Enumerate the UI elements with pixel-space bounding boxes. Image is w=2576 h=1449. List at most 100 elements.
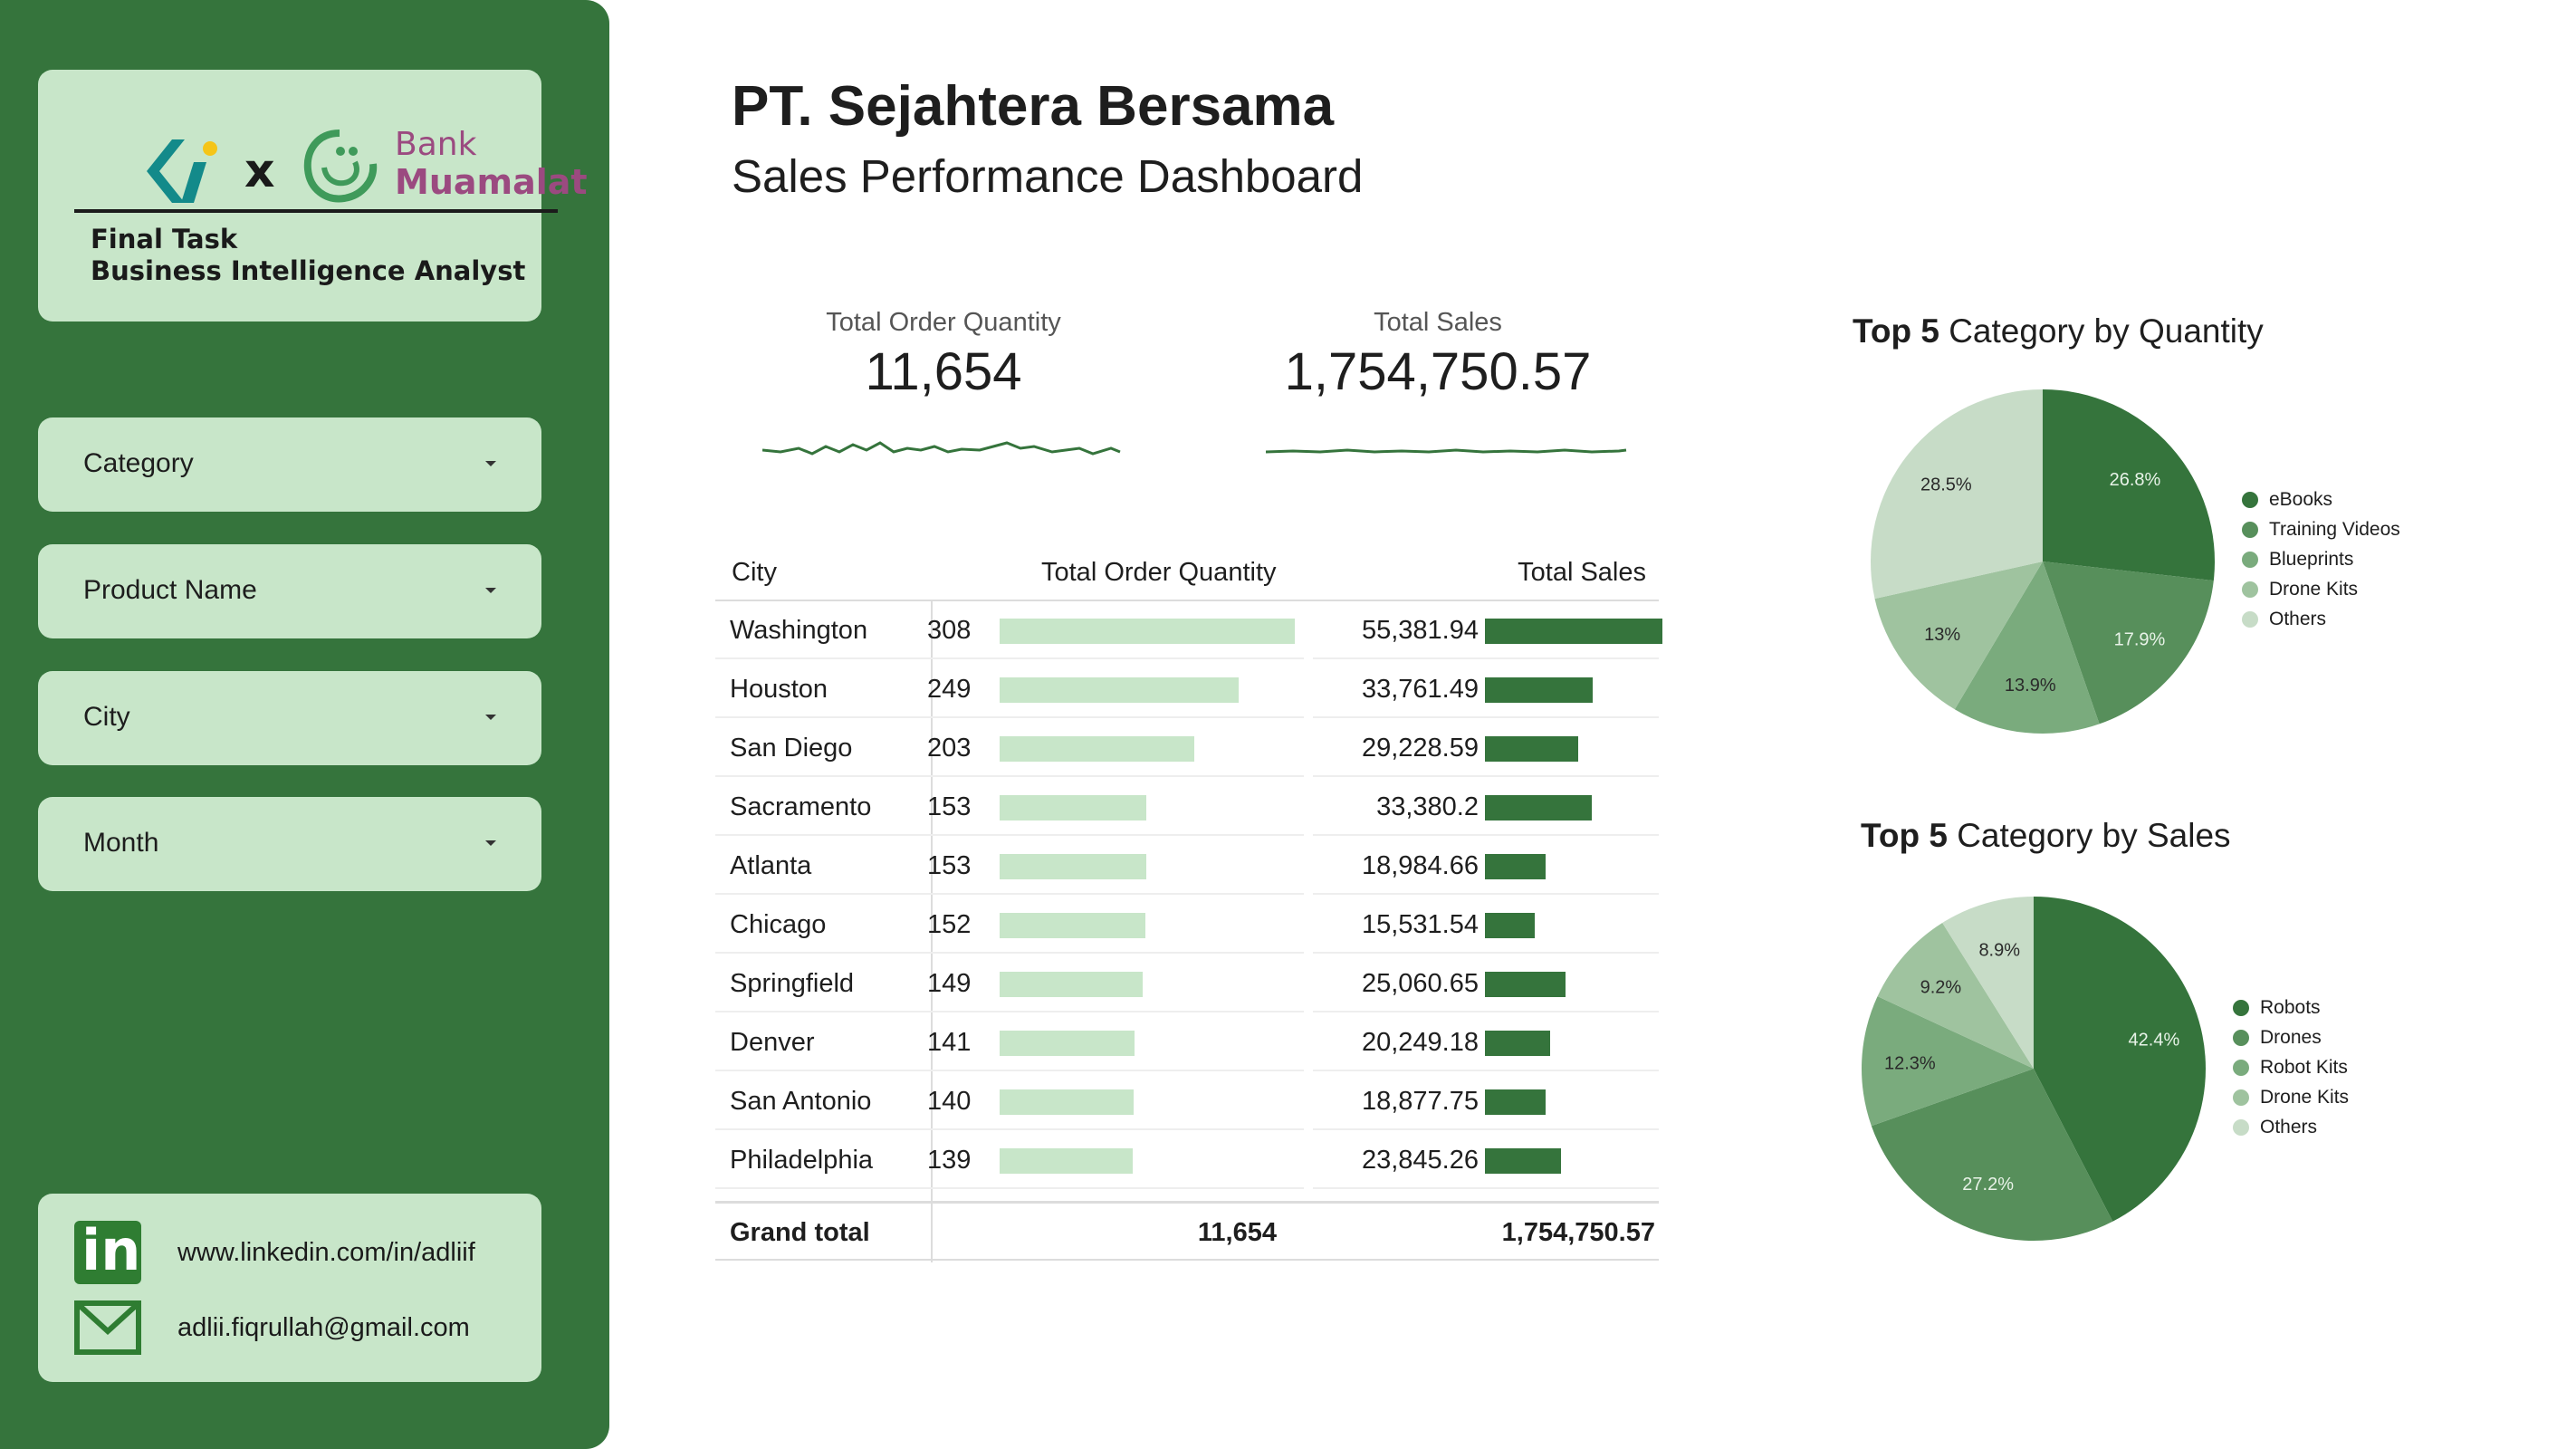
cell-city: San Diego bbox=[730, 734, 853, 763]
legend-dot bbox=[2242, 491, 2258, 508]
cell-sales: 18,984.66 bbox=[1361, 851, 1479, 880]
pie-slice-blueprints[interactable] bbox=[1954, 561, 2100, 734]
qty-bar bbox=[1000, 677, 1239, 703]
legend-dot bbox=[2242, 521, 2258, 538]
x-mark: x bbox=[244, 144, 275, 198]
month-filter[interactable]: Month bbox=[38, 797, 541, 891]
table-row[interactable]: Sacramento 153 33,380.2 bbox=[715, 778, 1659, 836]
linkedin-url[interactable]: www.linkedin.com/in/adliif bbox=[177, 1237, 475, 1267]
cell-qty: 139 bbox=[927, 1146, 972, 1175]
page-title: PT. Sejahtera Bersama bbox=[732, 75, 1335, 138]
pie-quantity-title: Top 5 Category by Quantity bbox=[1853, 312, 2264, 350]
legend-dot bbox=[2233, 1059, 2249, 1076]
product-name-filter[interactable]: Product Name bbox=[38, 544, 541, 638]
row-divider bbox=[1313, 1011, 1659, 1012]
table-row[interactable]: Chicago 152 15,531.54 bbox=[715, 896, 1659, 954]
cell-qty: 149 bbox=[927, 969, 972, 998]
pie-slice-training-videos[interactable] bbox=[2043, 561, 2214, 724]
row-divider bbox=[715, 1187, 1304, 1189]
pie-slice-label: 12.3% bbox=[1884, 1054, 1936, 1074]
table-row[interactable]: San Diego 203 29,228.59 bbox=[715, 719, 1659, 777]
cell-sales: 18,877.75 bbox=[1361, 1087, 1479, 1116]
pie-slice-others[interactable] bbox=[1942, 897, 2034, 1069]
cell-qty: 140 bbox=[927, 1087, 972, 1116]
pie-slice-robot-kits[interactable] bbox=[1862, 996, 2034, 1127]
sales-bar bbox=[1485, 795, 1593, 820]
sales-bar bbox=[1485, 972, 1566, 997]
legend-item[interactable]: Drone Kits bbox=[2242, 574, 2400, 604]
table-row[interactable]: Philadelphia 139 23,845.26 bbox=[715, 1131, 1659, 1189]
cell-city: Washington bbox=[730, 616, 868, 645]
pie-slice-drones[interactable] bbox=[1871, 1069, 2113, 1241]
cell-qty: 153 bbox=[927, 792, 972, 821]
legend-dot bbox=[2242, 581, 2258, 598]
legend-item[interactable]: Drone Kits bbox=[2233, 1082, 2349, 1112]
kpi-label: Total Order Quantity bbox=[826, 308, 1061, 337]
pie-slice-others[interactable] bbox=[1871, 389, 2043, 600]
linkedin-link[interactable]: in www.linkedin.com/in/adliif bbox=[74, 1217, 475, 1284]
cell-qty: 152 bbox=[927, 910, 972, 939]
city-filter[interactable]: City bbox=[38, 671, 541, 765]
legend-dot bbox=[2242, 551, 2258, 568]
email-address[interactable]: adlii.fiqrullah@gmail.com bbox=[177, 1312, 470, 1342]
qty-bar bbox=[1000, 913, 1145, 938]
row-divider bbox=[715, 1128, 1304, 1130]
table-row[interactable]: San Antonio 140 18,877.75 bbox=[715, 1072, 1659, 1130]
column-header-sales[interactable]: Total Sales bbox=[1518, 558, 1646, 587]
legend-label: Drones bbox=[2260, 1026, 2322, 1048]
pie-slice-label: 28.5% bbox=[1920, 475, 1972, 494]
category-filter-label: Category bbox=[83, 448, 194, 478]
divider bbox=[74, 209, 558, 213]
bank-muamalat-icon bbox=[303, 130, 378, 203]
sales-bar bbox=[1485, 854, 1547, 879]
legend-label: Others bbox=[2269, 608, 2327, 629]
legend-item[interactable]: Others bbox=[2242, 604, 2400, 634]
product-name-filter-label: Product Name bbox=[83, 575, 257, 605]
pie-slice-robots[interactable] bbox=[2034, 897, 2206, 1222]
column-divider bbox=[931, 1201, 933, 1259]
sales-bar bbox=[1485, 619, 1662, 644]
row-divider bbox=[715, 1070, 1304, 1071]
row-divider bbox=[1313, 716, 1659, 718]
logo-row: x Bank Muamalat bbox=[92, 108, 588, 203]
cell-city: Springfield bbox=[730, 969, 855, 998]
table-row[interactable]: Springfield 149 25,060.65 bbox=[715, 955, 1659, 1012]
cell-sales: 33,380.2 bbox=[1376, 792, 1479, 821]
pie-quantity-legend: eBooks Training Videos Blueprints Drone Kit… bbox=[2242, 485, 2400, 634]
cell-qty: 249 bbox=[927, 675, 972, 704]
pie-slice-label: 27.2% bbox=[1962, 1175, 2014, 1195]
legend-item[interactable]: Drones bbox=[2233, 1022, 2349, 1052]
category-filter[interactable]: Category bbox=[38, 417, 541, 512]
column-header-city[interactable]: City bbox=[732, 558, 777, 587]
page-subtitle: Sales Performance Dashboard bbox=[732, 150, 1364, 202]
pie-slice-ebooks[interactable] bbox=[2043, 389, 2215, 581]
legend-label: Robots bbox=[2260, 996, 2321, 1018]
table-row[interactable]: Washington 308 55,381.94 bbox=[715, 601, 1662, 659]
table-row[interactable]: Atlanta 153 18,984.66 bbox=[715, 837, 1659, 895]
pie-sales-legend: Robots Drones Robot Kits Drone Kits Others bbox=[2233, 993, 2349, 1142]
muamalat-word: Muamalat bbox=[395, 162, 588, 202]
legend-item[interactable]: Training Videos bbox=[2242, 514, 2400, 544]
table-row[interactable]: Denver 141 20,249.18 bbox=[715, 1013, 1659, 1071]
legend-item[interactable]: Robot Kits bbox=[2233, 1052, 2349, 1082]
pie-slice-drone-kits[interactable] bbox=[1877, 922, 2034, 1069]
legend-label: Training Videos bbox=[2269, 518, 2400, 540]
cell-city: Denver bbox=[730, 1028, 815, 1057]
sales-bar bbox=[1485, 1089, 1546, 1115]
legend-item[interactable]: Others bbox=[2233, 1112, 2349, 1142]
legend-item[interactable]: eBooks bbox=[2242, 485, 2400, 514]
total-sales-sparkline bbox=[1266, 448, 1627, 454]
cell-qty: 308 bbox=[927, 616, 972, 645]
column-header-qty[interactable]: Total Order Quantity bbox=[1041, 558, 1277, 587]
pie-slice-drone-kits[interactable] bbox=[1874, 561, 2043, 710]
row-divider bbox=[1313, 952, 1659, 954]
table-row[interactable]: Houston 249 33,761.49 bbox=[715, 660, 1659, 718]
kpi-total-order-quantity: Total Order Quantity 11,654 bbox=[762, 308, 1125, 402]
email-link[interactable]: adlii.fiqrullah@gmail.com bbox=[74, 1300, 470, 1355]
row-divider bbox=[715, 775, 1304, 777]
legend-item[interactable]: Robots bbox=[2233, 993, 2349, 1022]
cell-sales: 55,381.94 bbox=[1361, 616, 1479, 645]
qty-bar bbox=[1000, 1148, 1134, 1174]
row-divider bbox=[715, 716, 1304, 718]
legend-item[interactable]: Blueprints bbox=[2242, 544, 2400, 574]
